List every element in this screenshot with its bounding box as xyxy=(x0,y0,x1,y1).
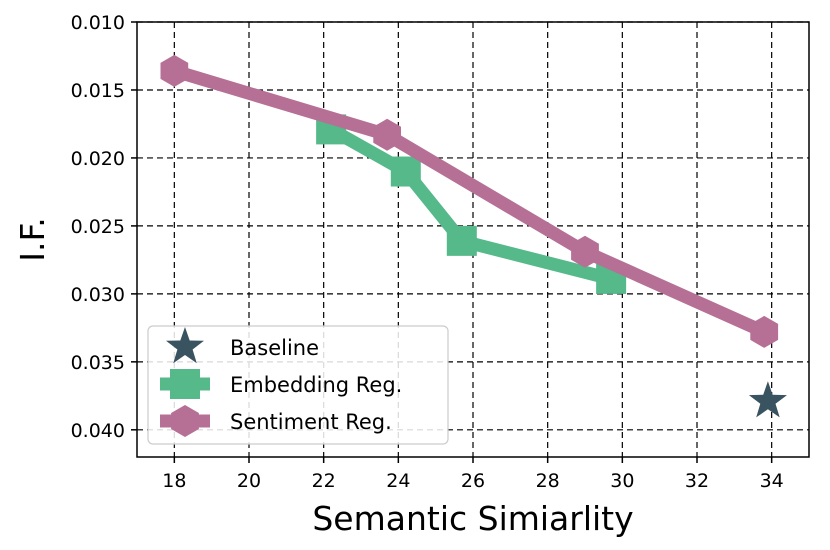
tick-layer: 18 20 22 24 26 28 30 32 34 0.010 0.015 0.020 0.025 0.… xyxy=(71,12,784,492)
legend-marker-baseline xyxy=(166,327,204,364)
x-tick-label: 28 xyxy=(536,470,560,492)
sentiment-reg-point xyxy=(373,118,401,151)
baseline-point xyxy=(748,381,787,418)
legend-label-embedding-reg: Embedding Reg. xyxy=(230,373,402,397)
legend-item-sentiment-reg: Sentiment Reg. xyxy=(160,405,392,437)
sentiment-reg-point xyxy=(160,54,189,87)
x-tick-label: 30 xyxy=(610,470,634,492)
y-axis-title: I.F. xyxy=(13,217,52,261)
series-baseline xyxy=(748,381,787,418)
sentiment-reg-point xyxy=(571,235,599,268)
y-tick-label: 0.040 xyxy=(71,420,125,442)
legend-marker-sentiment-reg xyxy=(171,405,199,437)
sentiment-reg-point xyxy=(750,315,779,348)
series-layer xyxy=(160,54,787,418)
y-tick-label: 0.035 xyxy=(71,352,125,374)
x-tick-label: 22 xyxy=(312,470,336,492)
plot-frame xyxy=(136,21,810,458)
x-tick-label: 18 xyxy=(162,470,186,492)
y-tick-label: 0.015 xyxy=(71,80,125,102)
legend-marker-embedding-reg xyxy=(170,369,200,399)
legend-item-baseline: Baseline xyxy=(166,327,319,364)
x-tick-label: 24 xyxy=(386,470,410,492)
legend-box xyxy=(147,325,449,445)
x-tick-label: 34 xyxy=(760,470,784,492)
embedding-reg-line xyxy=(324,122,618,286)
embedding-reg-point xyxy=(390,156,421,187)
y-tick-label: 0.010 xyxy=(71,12,125,34)
x-tick-label: 20 xyxy=(237,470,261,492)
x-tick-label: 32 xyxy=(685,470,709,492)
x-axis-title: Semantic Simiarlity xyxy=(312,499,633,538)
legend-items: Baseline Embedding Reg. Sentiment Reg. xyxy=(160,327,402,437)
legend-label-sentiment-reg: Sentiment Reg. xyxy=(230,410,392,434)
series-embedding-reg xyxy=(316,114,627,294)
x-tick-label: 26 xyxy=(461,470,485,492)
series-sentiment-reg xyxy=(160,54,779,348)
y-tick-label: 0.025 xyxy=(71,216,125,238)
y-tick-label: 0.030 xyxy=(71,284,125,306)
embedding-reg-point xyxy=(446,225,477,256)
legend: Baseline Embedding Reg. Sentiment Reg. xyxy=(147,325,449,445)
legend-item-embedding-reg: Embedding Reg. xyxy=(160,369,402,399)
y-tick-label: 0.020 xyxy=(71,148,125,170)
legend-label-baseline: Baseline xyxy=(230,336,319,360)
sentiment-reg-line xyxy=(167,64,771,339)
